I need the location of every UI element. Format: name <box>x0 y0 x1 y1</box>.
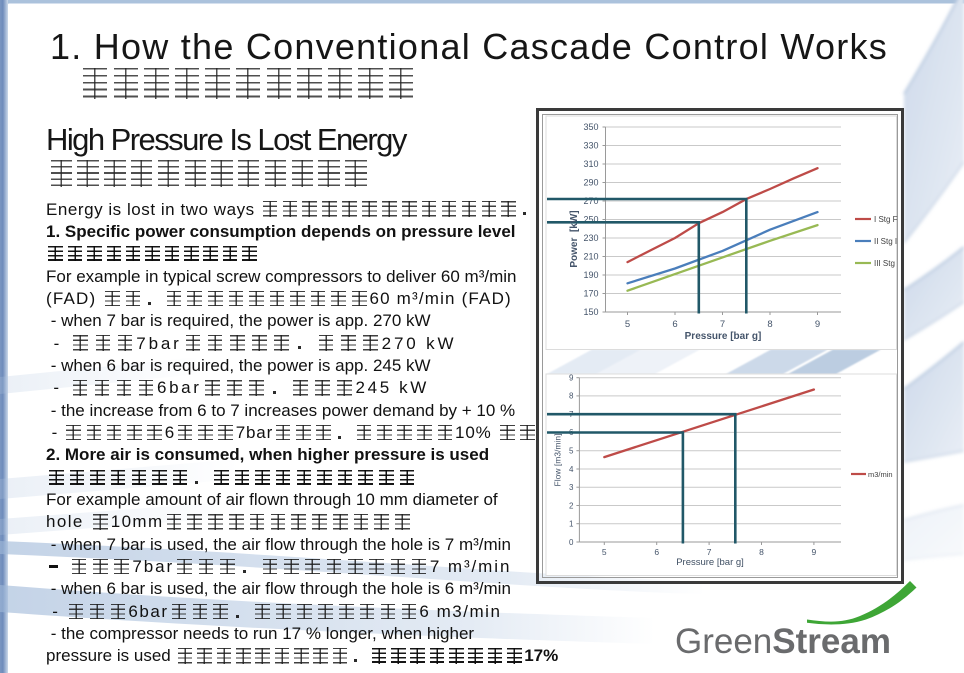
svg-text:170: 170 <box>583 289 598 299</box>
svg-text:8: 8 <box>767 319 772 330</box>
svg-text:4: 4 <box>569 465 574 474</box>
svg-text:9: 9 <box>815 319 820 330</box>
svg-text:350: 350 <box>583 122 598 132</box>
svg-text:m3/min: m3/min <box>868 470 893 479</box>
svg-text:8: 8 <box>759 547 764 557</box>
svg-text:270: 270 <box>583 196 598 206</box>
svg-text:Power [kW]: Power [kW] <box>569 210 580 267</box>
svg-text:7: 7 <box>720 319 725 330</box>
svg-text:0: 0 <box>569 538 574 547</box>
svg-text:5: 5 <box>602 547 607 557</box>
svg-text:8: 8 <box>569 392 574 401</box>
svg-text:150: 150 <box>583 307 598 317</box>
svg-text:190: 190 <box>583 270 598 280</box>
svg-text:9: 9 <box>812 547 817 557</box>
svg-text:5: 5 <box>569 447 574 456</box>
svg-text:2: 2 <box>569 501 574 510</box>
svg-text:6: 6 <box>672 319 677 330</box>
svg-text:III Stg: III Stg <box>874 259 895 268</box>
svg-text:GreenStream: GreenStream <box>675 622 891 661</box>
svg-text:I Stg F: I Stg F <box>874 215 898 224</box>
svg-text:290: 290 <box>583 178 598 188</box>
svg-text:Flow [m3/min]: Flow [m3/min] <box>553 434 563 487</box>
svg-text:Pressure [bar g]: Pressure [bar g] <box>685 331 762 342</box>
svg-text:II Stg I: II Stg I <box>874 237 897 246</box>
svg-text:5: 5 <box>625 319 630 330</box>
svg-text:210: 210 <box>583 252 598 262</box>
svg-text:9: 9 <box>569 374 574 383</box>
svg-text:330: 330 <box>583 141 598 151</box>
svg-text:310: 310 <box>583 159 598 169</box>
svg-text:7: 7 <box>707 547 712 557</box>
svg-text:3: 3 <box>569 483 574 492</box>
svg-text:1: 1 <box>569 520 574 529</box>
svg-text:Pressure [bar g]: Pressure [bar g] <box>676 557 744 568</box>
svg-text:6: 6 <box>654 547 659 557</box>
svg-text:250: 250 <box>583 215 598 225</box>
svg-text:230: 230 <box>583 233 598 243</box>
